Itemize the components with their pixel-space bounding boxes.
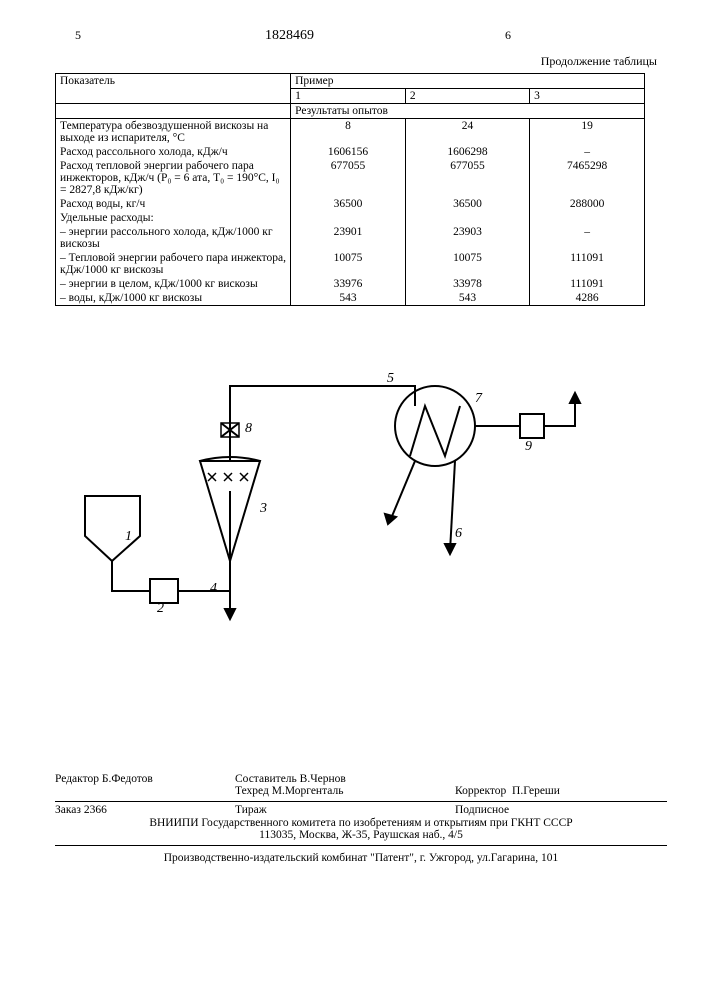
- table-row: Расход воды, кг/ч3650036500288000: [56, 197, 645, 211]
- diagram-label-8: 8: [245, 421, 252, 437]
- table-row: Расход тепловой энергии рабочего пара ин…: [56, 159, 645, 197]
- editor: Редактор Б.Федотов: [55, 773, 235, 797]
- page: 5 1828469 6 Продолжение таблицы Показате…: [0, 0, 707, 1000]
- order: Заказ 2366: [55, 804, 235, 816]
- table-continuation: Продолжение таблицы: [55, 54, 657, 69]
- header-numbers: 5 1828469 6: [55, 28, 667, 50]
- diagram-label-5: 5: [387, 371, 394, 387]
- table-row: – энергии рассольного холода, кДж/1000 к…: [56, 225, 645, 251]
- process-diagram: 1 2 3 4 5 6 7 8 9: [55, 361, 645, 671]
- table-row: – энергии в целом, кДж/1000 кг вискозы33…: [56, 277, 645, 291]
- publisher: Производственно-издательский комбинат "П…: [55, 852, 667, 864]
- diagram-label-4: 4: [210, 581, 217, 597]
- diagram-label-2: 2: [157, 601, 164, 617]
- table-row: Расход рассольного холода, кДж/ч16061561…: [56, 145, 645, 159]
- page-num-right: 6: [505, 28, 511, 43]
- compiler-tech: Составитель В.Чернов Техред М.Моргенталь: [235, 773, 455, 797]
- col-2: 2: [405, 89, 529, 104]
- col-3: 3: [530, 89, 645, 104]
- table-row: Удельные расходы:: [56, 211, 645, 225]
- example-header: Пример: [291, 74, 645, 89]
- table-row: – Тепловой энергии рабочего пара инжекто…: [56, 251, 645, 277]
- results-header: Результаты опытов: [291, 104, 645, 119]
- subscription: Подписное: [455, 804, 667, 816]
- col-1: 1: [291, 89, 406, 104]
- credits-block: Редактор Б.Федотов Составитель В.Чернов …: [55, 771, 667, 864]
- diagram-label-3: 3: [260, 501, 267, 517]
- diagram-label-9: 9: [525, 439, 532, 455]
- results-table: Показатель Пример 1 2 3 Результаты опыто…: [55, 73, 645, 306]
- circulation: Тираж: [235, 804, 455, 816]
- diagram-svg: [55, 361, 645, 671]
- diagram-label-1: 1: [125, 529, 132, 545]
- diagram-label-7: 7: [475, 391, 482, 407]
- table-row: Температура обезвоздушенной вискозы на в…: [56, 119, 645, 146]
- doc-number: 1828469: [265, 28, 314, 44]
- page-num-left: 5: [75, 28, 81, 43]
- vniipi: ВНИИПИ Государственного комитета по изоб…: [55, 817, 667, 846]
- indicator-header: Показатель: [56, 74, 291, 104]
- corrector: Корректор П.Гереши: [455, 773, 667, 797]
- table-row: – воды, кДж/1000 кг вискозы5435434286: [56, 291, 645, 306]
- diagram-label-6: 6: [455, 526, 462, 542]
